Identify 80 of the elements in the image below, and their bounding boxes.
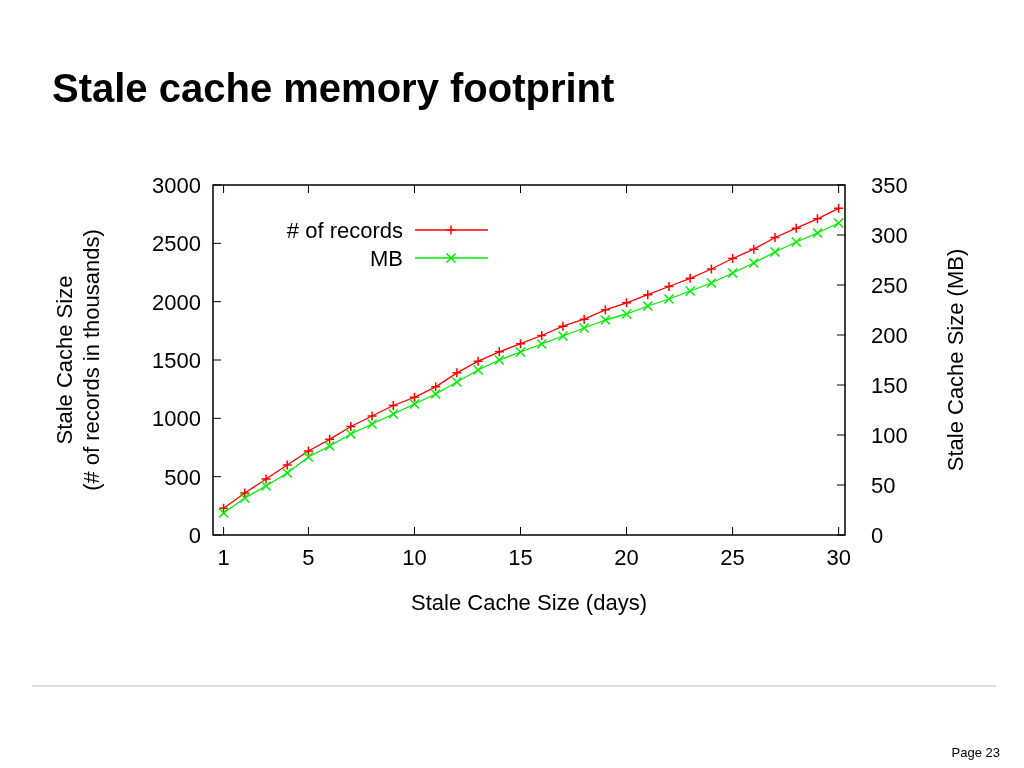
point xyxy=(706,277,717,289)
point xyxy=(833,217,844,229)
point xyxy=(621,297,632,309)
point xyxy=(472,364,484,376)
point xyxy=(663,293,675,305)
y-tick-label: 500 xyxy=(164,464,201,490)
point xyxy=(684,285,696,297)
y-tick-label: 1500 xyxy=(152,348,201,373)
point xyxy=(281,459,293,471)
point xyxy=(663,281,675,292)
point xyxy=(684,273,696,284)
y2-tick-label: 0 xyxy=(871,523,884,548)
point xyxy=(281,467,293,479)
x-tick-label: 10 xyxy=(402,545,427,570)
point xyxy=(260,480,272,492)
point xyxy=(769,246,781,258)
point xyxy=(430,388,441,400)
x-tick-label: 1 xyxy=(217,545,230,570)
point xyxy=(578,322,590,334)
legend-label: MB xyxy=(370,246,403,271)
point xyxy=(388,408,399,420)
y2-tick-label: 300 xyxy=(871,223,908,248)
point xyxy=(218,507,229,519)
point xyxy=(557,320,569,332)
point xyxy=(494,354,505,366)
point xyxy=(557,330,569,342)
y-axis-title: Stale Cache Size (# of records in thousands) xyxy=(52,229,104,491)
y2-tick-label: 100 xyxy=(871,423,908,448)
point xyxy=(706,263,717,275)
point xyxy=(642,300,654,312)
point xyxy=(812,227,823,239)
y2-axis-title: Stale Cache Size (MB) xyxy=(943,248,968,472)
point xyxy=(409,398,420,410)
point xyxy=(642,289,654,300)
point xyxy=(748,257,760,269)
point xyxy=(451,367,463,379)
y2-tick-label: 250 xyxy=(871,273,908,298)
point xyxy=(324,440,335,452)
point xyxy=(239,492,251,504)
x-tick-label: 20 xyxy=(614,545,639,570)
y2-tick-label: 50 xyxy=(871,473,896,498)
point xyxy=(366,410,378,422)
point xyxy=(345,428,357,440)
point xyxy=(451,376,463,388)
text: Page 23 xyxy=(951,745,1000,760)
y-tick-label: 2500 xyxy=(152,231,201,257)
point xyxy=(600,314,611,326)
legend-label: # of records xyxy=(286,218,403,243)
point xyxy=(303,451,314,463)
y2-tick-label: 200 xyxy=(871,323,908,348)
y-tick-label: 1000 xyxy=(152,406,201,432)
y2-tick-label: 150 xyxy=(871,373,908,398)
x-tick-label: 15 xyxy=(508,545,533,570)
point xyxy=(472,355,484,367)
y2-tick-label: 350 xyxy=(871,173,908,198)
point xyxy=(494,346,505,358)
point xyxy=(303,445,314,457)
y-tick-label: 2000 xyxy=(152,289,201,315)
point xyxy=(812,213,823,225)
x-tick-label: 30 xyxy=(826,545,851,570)
point xyxy=(790,222,802,234)
point xyxy=(260,473,272,485)
point xyxy=(748,243,760,255)
point xyxy=(727,267,738,279)
point xyxy=(515,346,526,358)
x-axis-title: Stale Cache Size (days) xyxy=(411,590,647,615)
point xyxy=(600,304,611,316)
point xyxy=(536,338,547,350)
y-tick-label: 0 xyxy=(188,523,201,548)
chart-title: Stale cache memory footprint xyxy=(52,66,615,110)
point xyxy=(345,421,357,432)
point xyxy=(790,236,802,248)
point xyxy=(366,418,378,430)
point xyxy=(621,308,632,320)
point xyxy=(769,232,781,243)
point xyxy=(578,313,590,325)
x-tick-label: 5 xyxy=(302,545,315,570)
y-tick-label: 3000 xyxy=(152,173,201,198)
x-tick-label: 25 xyxy=(720,545,745,570)
point xyxy=(430,381,441,393)
